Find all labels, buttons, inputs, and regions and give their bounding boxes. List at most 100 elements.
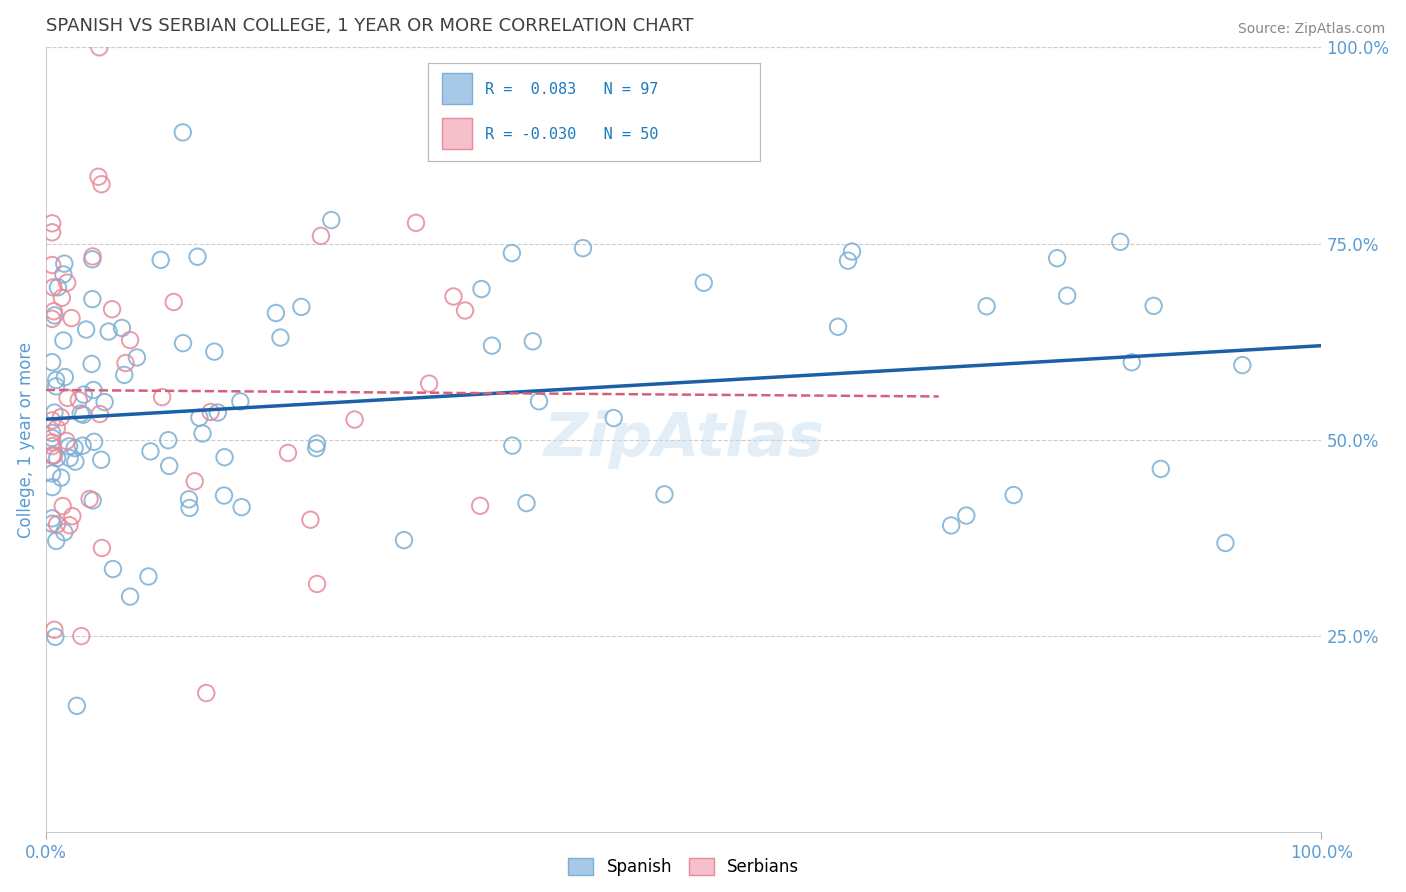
Point (52, 268, 75, 282)
Point (125, 351, 148, 365)
Point (183, 475, 205, 489)
Point (214, 450, 236, 465)
Point (693, 276, 716, 290)
Point (41, 431, 63, 445)
Point (1150, 462, 1173, 476)
Point (66, 698, 89, 713)
Point (321, 213, 343, 227)
Point (59, 451, 82, 466)
Point (42, 449, 65, 463)
Point (83, 383, 105, 397)
Point (157, 433, 180, 447)
Point (41, 467, 63, 481)
Point (82, 249, 104, 263)
Point (44, 309, 66, 323)
Point (82, 493, 104, 508)
Point (46, 517, 69, 532)
Point (90, 452, 112, 467)
Point (41, 516, 63, 531)
Point (41, 480, 63, 494)
Point (53, 525, 76, 540)
Point (150, 390, 173, 404)
Point (501, 246, 523, 260)
Point (90, 541, 112, 555)
Point (976, 299, 998, 313)
Point (468, 499, 491, 513)
Point (97, 325, 120, 339)
Point (41, 216, 63, 230)
Point (45, 533, 67, 548)
Point (188, 410, 211, 425)
Point (1215, 536, 1237, 550)
Point (65, 455, 87, 469)
Point (837, 253, 859, 268)
Point (83, 434, 105, 449)
Point (60, 509, 83, 524)
Point (60, 311, 83, 326)
Point (654, 487, 676, 501)
Point (70, 629, 93, 643)
Point (392, 533, 415, 547)
Point (42, 448, 65, 462)
Point (52, 499, 75, 513)
Point (305, 577, 328, 591)
Point (93, 395, 115, 409)
Point (229, 394, 252, 409)
Point (827, 319, 849, 334)
Point (200, 405, 222, 419)
Point (41, 311, 63, 326)
Point (527, 394, 550, 409)
Point (67, 393, 90, 408)
Point (470, 282, 492, 296)
Point (79, 491, 101, 506)
Point (51, 291, 73, 305)
Point (269, 330, 291, 344)
Point (44, 623, 66, 637)
Point (49, 470, 72, 484)
Point (515, 496, 537, 510)
Point (75, 322, 97, 336)
Point (42, 280, 65, 294)
Point (55, 434, 77, 448)
Point (41, 439, 63, 453)
Point (111, 321, 134, 335)
Point (72, 439, 94, 453)
Point (186, 250, 208, 264)
Point (41, 449, 63, 463)
Point (1232, 358, 1254, 372)
Point (163, 295, 186, 310)
Point (45, 379, 67, 393)
Point (1121, 355, 1143, 369)
Point (138, 569, 160, 583)
Point (101, 302, 124, 317)
Point (46, 280, 69, 294)
Point (405, 216, 427, 230)
Point (120, 590, 142, 604)
Point (45, 421, 67, 435)
Point (1002, 488, 1025, 502)
Point (89, 407, 111, 421)
Point (157, 458, 180, 473)
Point (72, 408, 94, 422)
Text: ZipAtlas: ZipAtlas (543, 410, 824, 469)
Point (82, 252, 104, 267)
Point (41, 435, 63, 450)
Point (41, 425, 63, 440)
Point (63, 441, 86, 455)
Point (41, 413, 63, 427)
Point (955, 508, 977, 523)
Point (53, 257, 76, 271)
Point (522, 334, 544, 349)
Point (112, 368, 135, 382)
Point (53, 370, 76, 384)
Point (82, 292, 104, 306)
Point (290, 300, 312, 314)
Point (90, 178, 112, 192)
Point (52, 334, 75, 348)
Point (418, 376, 440, 391)
Point (191, 426, 214, 441)
Point (501, 439, 523, 453)
Point (46, 450, 69, 465)
Point (172, 336, 194, 351)
Point (1046, 251, 1069, 265)
